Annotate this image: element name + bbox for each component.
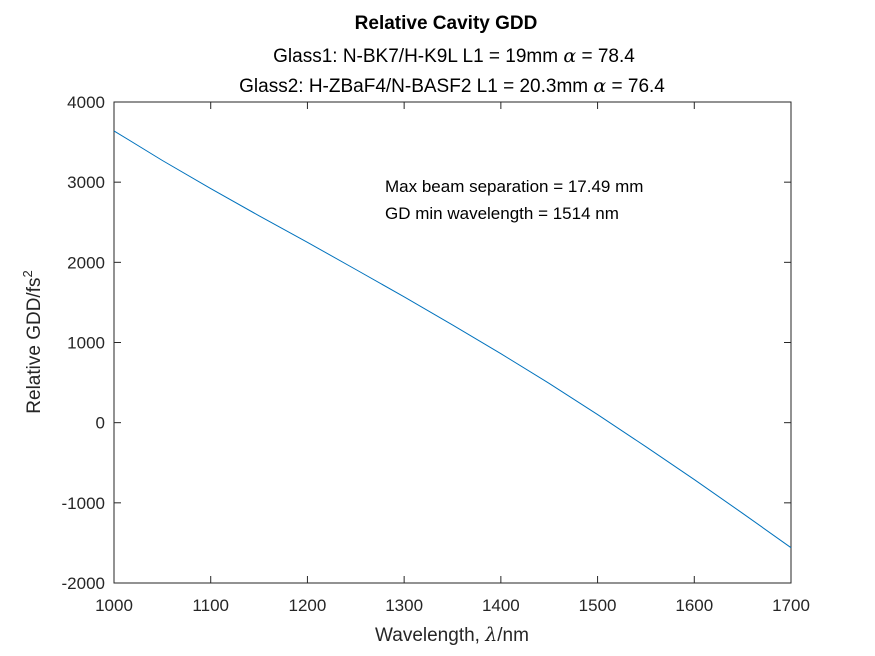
y-tick-label: -1000 [62,494,105,513]
series-layer [113,130,792,549]
x-tick-label: 1700 [772,596,810,615]
annotation-gd-min-wavelength: GD min wavelength = 1514 nm [385,204,619,223]
x-tick-label: 1400 [482,596,520,615]
y-tick-label: 2000 [67,253,105,272]
y-tick-label: 3000 [67,173,105,192]
x-tick-label: 1100 [192,596,229,615]
y-tick-label: 0 [96,414,105,433]
x-tick-label: 1600 [675,596,713,615]
chart-title: Relative Cavity GDD [355,13,538,34]
y-tick-label: 4000 [67,93,105,112]
x-tick-label: 1000 [95,596,133,615]
x-tick-label: 1200 [289,596,327,615]
chart-subtitle-2: Glass2: H-ZBaF4/N-BASF2 L1 = 20.3mm α = … [239,75,665,97]
chart-subtitle-1: Glass1: N-BK7/H-K9L L1 = 19mm α = 78.4 [273,45,635,67]
y-axis-label: Relative GDD/fs2 [20,270,45,413]
y-tick-label: -2000 [62,574,105,593]
x-tick-label: 1300 [385,596,423,615]
series-line [113,130,792,549]
y-tick-label: 1000 [67,334,105,353]
x-axis-label: Wavelength, λ/nm [375,624,529,646]
annotation-max-beam-separation: Max beam separation = 17.49 mm [385,177,643,196]
x-tick-label: 1500 [579,596,617,615]
plot-area [113,101,792,584]
axis-ticks: 1000 1100 1200 1300 1400 1500 1600 1700 -2000 -10… [62,93,810,615]
